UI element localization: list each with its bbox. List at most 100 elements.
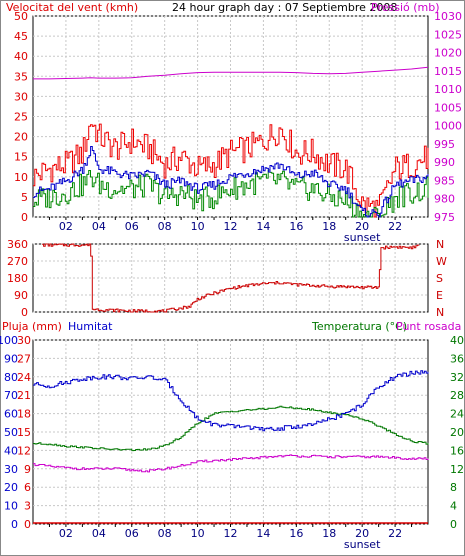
pressure-y-tick-label: 1000 — [434, 120, 462, 133]
wind-pressure-panel: 5045403530252015105010301025102010151010… — [14, 10, 462, 244]
direction-y-tick-label: 90 — [14, 289, 28, 302]
humidity-x-tick-label: 22 — [388, 527, 402, 540]
pressure-y-tick-label: 1005 — [434, 101, 462, 114]
pressure-axis-title: Pressió (mb) — [371, 1, 440, 14]
humidity-x-tick-label: 04 — [92, 527, 106, 540]
temperature-y-tick-label: 20 — [450, 426, 464, 439]
pressure-y-tick-label: 1030 — [434, 10, 462, 23]
wind-x-tick-label: 12 — [224, 220, 238, 233]
wind-y-tick-label: 20 — [14, 131, 28, 144]
humidity-x-tick-label: 20 — [355, 527, 369, 540]
humidity-series — [33, 370, 429, 432]
pressure-y-tick-label: 1020 — [434, 47, 462, 60]
direction-compass-y-tick-label: W — [436, 255, 447, 268]
pressure-y-tick-label: 1010 — [434, 83, 462, 96]
temperature-humidity-panel: 1009080706050403020100302724211815129630… — [0, 334, 464, 551]
rain-axis-title: Pluja (mm) — [2, 320, 62, 333]
wind-speed-series — [33, 169, 429, 218]
wind-x-tick-label: 20 — [355, 220, 369, 233]
humidity-y-tick-label: 80 — [4, 371, 18, 384]
wind-y-tick-label: 50 — [14, 10, 28, 23]
pressure-y-tick-label: 975 — [434, 211, 455, 224]
wind-x-tick-label: 16 — [289, 220, 303, 233]
pressure-series — [33, 66, 429, 80]
humidity-x-tick-label: 18 — [322, 527, 336, 540]
wind-x-tick-label: 18 — [322, 220, 336, 233]
chart-title: 24 hour graph day : 07 Septiembre 2008 — [172, 1, 397, 14]
temperature-y-tick-label: 12 — [450, 463, 464, 476]
temperature-y-tick-label: 36 — [450, 352, 464, 365]
direction-compass-y-tick-label: S — [436, 272, 443, 285]
wind-x-tick-label: 22 — [388, 220, 402, 233]
pressure-y-tick-label: 1025 — [434, 28, 462, 41]
direction-y-tick-label: 180 — [7, 272, 28, 285]
wind-direction-series — [42, 243, 420, 313]
pressure-y-tick-label: 990 — [434, 156, 455, 169]
wind-y-tick-label: 0 — [21, 211, 28, 224]
temperature-y-tick-label: 8 — [450, 481, 457, 494]
humidity-y-tick-label: 100 — [0, 334, 18, 347]
rain-y-tick-label: 21 — [17, 389, 31, 402]
humidity-y-tick-label: 70 — [4, 389, 18, 402]
humidity-y-tick-label: 40 — [4, 444, 18, 457]
humidity-y-tick-label: 50 — [4, 426, 18, 439]
wind-sunset-label: sunset — [344, 231, 381, 244]
humidity-axis-title: Humitat — [68, 320, 113, 333]
rain-y-tick-label: 18 — [17, 408, 31, 421]
wind-y-tick-label: 5 — [21, 191, 28, 204]
wind-y-tick-label: 30 — [14, 90, 28, 103]
wind-x-tick-label: 14 — [256, 220, 270, 233]
dewpoint-axis-title: Punt rosada — [396, 320, 461, 333]
humidity-x-tick-label: 06 — [125, 527, 139, 540]
pressure-y-tick-label: 980 — [434, 193, 455, 206]
humidity-x-tick-label: 10 — [191, 527, 205, 540]
dewpoint-series — [33, 454, 429, 473]
wind-axis-title: Velocitat del vent (kmh) — [6, 1, 138, 14]
temperature-y-tick-label: 4 — [450, 500, 457, 513]
wind-average-series — [33, 146, 429, 218]
direction-compass-y-tick-label: N — [436, 238, 444, 251]
wind-x-tick-label: 10 — [191, 220, 205, 233]
rain-y-tick-label: 6 — [24, 481, 31, 494]
rain-y-tick-label: 30 — [17, 334, 31, 347]
direction-y-tick-label: 0 — [21, 306, 28, 319]
temperature-y-tick-label: 32 — [450, 371, 464, 384]
temperature-y-tick-label: 24 — [450, 408, 464, 421]
humidity-x-tick-label: 14 — [256, 527, 270, 540]
wind-x-tick-label: 08 — [158, 220, 172, 233]
wind-gust-series — [33, 123, 429, 218]
humidity-sunset-label: sunset — [344, 538, 381, 551]
humidity-x-tick-label: 08 — [158, 527, 172, 540]
humidity-y-tick-label: 30 — [4, 463, 18, 476]
rain-y-tick-label: 27 — [17, 352, 31, 365]
pressure-y-tick-label: 1015 — [434, 65, 462, 78]
rain-y-tick-label: 0 — [24, 518, 31, 531]
temperature-series — [33, 405, 429, 452]
rain-y-tick-label: 12 — [17, 444, 31, 457]
humidity-y-tick-label: 90 — [4, 352, 18, 365]
temperature-y-tick-label: 40 — [450, 334, 464, 347]
direction-compass-y-tick-label: N — [436, 306, 444, 319]
temperature-y-tick-label: 0 — [450, 518, 457, 531]
pressure-y-tick-label: 995 — [434, 138, 455, 151]
wind-y-tick-label: 45 — [14, 30, 28, 43]
temperature-y-tick-label: 28 — [450, 389, 464, 402]
temperature-axis-title: Temperatura (°C) — [311, 320, 407, 333]
wind-y-tick-label: 25 — [14, 111, 28, 124]
wind-y-tick-label: 35 — [14, 70, 28, 83]
rain-y-tick-label: 15 — [17, 426, 31, 439]
humidity-y-tick-label: 20 — [4, 481, 18, 494]
wind-y-tick-label: 40 — [14, 50, 28, 63]
rain-y-tick-label: 24 — [17, 371, 31, 384]
humidity-x-tick-label: 16 — [289, 527, 303, 540]
humidity-x-tick-label: 02 — [59, 527, 73, 540]
humidity-y-tick-label: 10 — [4, 500, 18, 513]
rain-y-tick-label: 3 — [24, 500, 31, 513]
direction-y-tick-label: 270 — [7, 255, 28, 268]
humidity-y-tick-label: 0 — [11, 518, 18, 531]
wind-x-tick-label: 04 — [92, 220, 106, 233]
wind-x-tick-label: 06 — [125, 220, 139, 233]
wind-y-tick-label: 15 — [14, 151, 28, 164]
